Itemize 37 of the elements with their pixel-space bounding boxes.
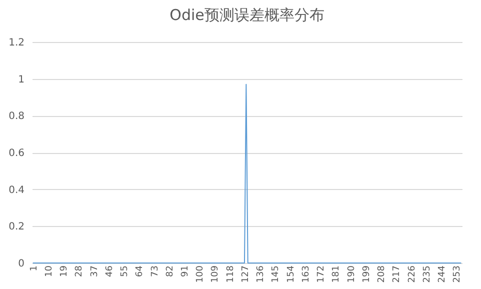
x-tick-label: 172 [316,266,327,283]
x-tick-label: 91 [180,266,191,277]
x-tick-label: 217 [392,266,402,283]
y-tick-label: 0.4 [8,184,24,196]
x-tick-label: 154 [286,265,296,283]
x-tick-label: 19 [60,265,70,277]
x-tick-label: 163 [301,266,312,283]
x-tick-label: 118 [226,265,236,283]
x-tick-label: 64 [135,265,146,277]
x-tick-label: 244 [438,265,448,283]
x-tick-label: 253 [452,266,463,283]
y-tick-label: 0.2 [8,222,24,233]
y-tick-label: 0.6 [8,148,24,159]
x-tick-label: 55 [120,266,130,277]
y-tick-label: 1.2 [8,38,24,48]
x-tick-label: 37 [90,266,100,277]
x-tick-label: 46 [104,265,115,277]
x-tick-label: 145 [271,266,282,283]
x-tick-label: 181 [332,266,342,283]
y-tick-label: 0.8 [8,111,24,122]
y-tick-label: 1 [18,74,24,86]
x-tick-label: 82 [165,266,176,277]
x-tick-label: 100 [196,265,206,283]
x-tick-label: 1 [29,266,40,272]
y-tick-label: 0 [18,258,24,270]
x-tick-label: 28 [74,265,85,277]
x-tick-label: 73 [150,266,160,277]
x-tick-label: 10 [44,265,54,277]
x-tick-label: 190 [346,265,357,283]
x-tick-label: 199 [362,265,372,283]
x-tick-label: 226 [407,265,418,283]
x-tick-label: 109 [210,265,221,283]
x-tick-label: 127 [240,266,251,283]
x-tick-label: 136 [256,265,266,283]
x-tick-label: 208 [377,265,388,283]
chart-title: Odie预测误差概率分布 [170,6,324,24]
x-tick-label: 235 [422,266,432,283]
